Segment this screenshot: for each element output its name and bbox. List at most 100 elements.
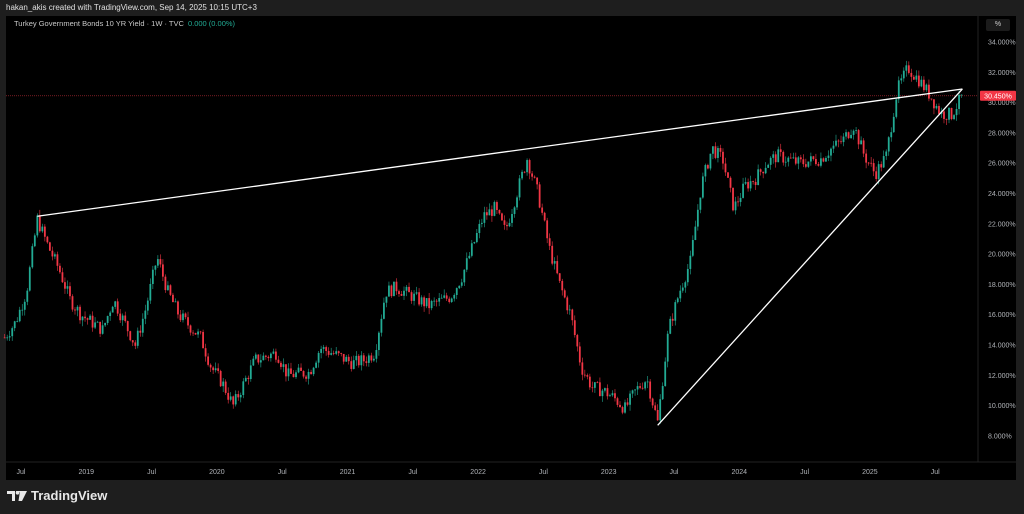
candle-body (784, 161, 787, 163)
candle-body (789, 157, 792, 159)
candle-body (408, 286, 410, 293)
candle-body (860, 140, 863, 145)
candle-body (704, 165, 707, 177)
candle-body (227, 392, 230, 400)
candle-body (146, 300, 149, 311)
candle-body (626, 402, 629, 405)
chart-panel[interactable] (6, 16, 1016, 480)
candle-body (33, 235, 36, 247)
candle-body (91, 315, 94, 328)
candle-body (254, 354, 257, 359)
price-tick-label: 32.000% (988, 70, 1016, 77)
candle-body (809, 156, 812, 162)
candle-body (553, 261, 556, 264)
time-tick-label: Jul (670, 469, 679, 476)
candle-body (249, 365, 252, 380)
candle-body (674, 302, 677, 321)
candle-body (184, 313, 187, 318)
candle-body (604, 388, 606, 391)
candle-body (822, 158, 825, 162)
candle-body (219, 370, 222, 387)
candle-body (438, 298, 441, 302)
symbol-legend: Turkey Government Bonds 10 YR Yield · 1W… (14, 19, 235, 28)
candle-body (925, 84, 928, 91)
candle-body (681, 287, 684, 291)
candle-body (669, 318, 672, 334)
candle-body (636, 386, 639, 390)
candle-body (337, 351, 340, 354)
tradingview-logo[interactable]: TradingView (7, 488, 107, 503)
candle-body (322, 347, 325, 349)
candle-body (257, 354, 260, 363)
candle-body (440, 297, 443, 299)
candle-body (269, 353, 272, 359)
candle-body (508, 222, 511, 227)
candle-body (194, 332, 197, 335)
candle-body (377, 332, 380, 351)
candle-body (493, 202, 496, 216)
candle-body (915, 75, 918, 80)
candle-body (262, 355, 265, 361)
candle-body (609, 395, 611, 397)
candle-body (197, 331, 199, 335)
price-change: 0.000 (0.00%) (187, 19, 236, 28)
candle-body (59, 265, 61, 273)
candle-body (43, 226, 46, 237)
candle-body (701, 176, 704, 198)
candle-body (13, 321, 16, 329)
candle-body (820, 158, 822, 166)
candle-body (835, 140, 837, 146)
candle-body (448, 298, 451, 303)
candle-body (611, 393, 614, 396)
candle-body (511, 213, 513, 223)
candle-body (415, 292, 418, 294)
candle-body (930, 98, 933, 100)
candle-body (89, 315, 91, 320)
candle-body (335, 351, 338, 354)
last-price-tag (980, 90, 1016, 101)
candle-body (578, 346, 581, 363)
candle-body (207, 356, 210, 365)
candle-body (468, 255, 471, 259)
candle-body (621, 407, 624, 413)
candle-body (48, 242, 51, 251)
candle-body (880, 164, 883, 168)
candle-body (342, 353, 345, 362)
candle-body (388, 285, 390, 297)
candle-body (830, 148, 832, 156)
chart-credit: hakan_akis created with TradingView.com,… (6, 3, 257, 12)
candle-body (614, 393, 616, 399)
time-tick-label: 2025 (862, 469, 878, 476)
time-tick-label: 2019 (79, 469, 95, 476)
candle-body (224, 381, 227, 393)
candle-body (455, 288, 458, 295)
percent-scale-button[interactable]: % (986, 19, 1010, 31)
candle-body (202, 331, 204, 349)
candle-body (496, 202, 498, 210)
candle-body (66, 286, 69, 289)
candle-body (139, 330, 142, 333)
candle-body (815, 159, 817, 165)
candle-body (395, 281, 398, 292)
candle-body (777, 149, 780, 163)
candle-body (593, 382, 596, 388)
candle-body (787, 157, 790, 162)
candle-body (905, 65, 908, 71)
candle-body (26, 290, 29, 302)
candle-body (774, 154, 777, 163)
candle-body (797, 157, 800, 164)
candle-body (458, 285, 461, 289)
price-tick-label: 12.000% (988, 373, 1016, 380)
candle-body (320, 348, 323, 353)
candle-body (958, 94, 960, 110)
candle-body (744, 182, 747, 184)
candle-body (71, 296, 74, 310)
candle-body (124, 315, 127, 322)
candle-body (357, 355, 360, 366)
candle-body (252, 358, 255, 366)
candle-body (769, 157, 772, 165)
candle-body (566, 297, 569, 311)
candle-body (875, 171, 878, 180)
price-tick-label: 30.000% (988, 100, 1016, 107)
